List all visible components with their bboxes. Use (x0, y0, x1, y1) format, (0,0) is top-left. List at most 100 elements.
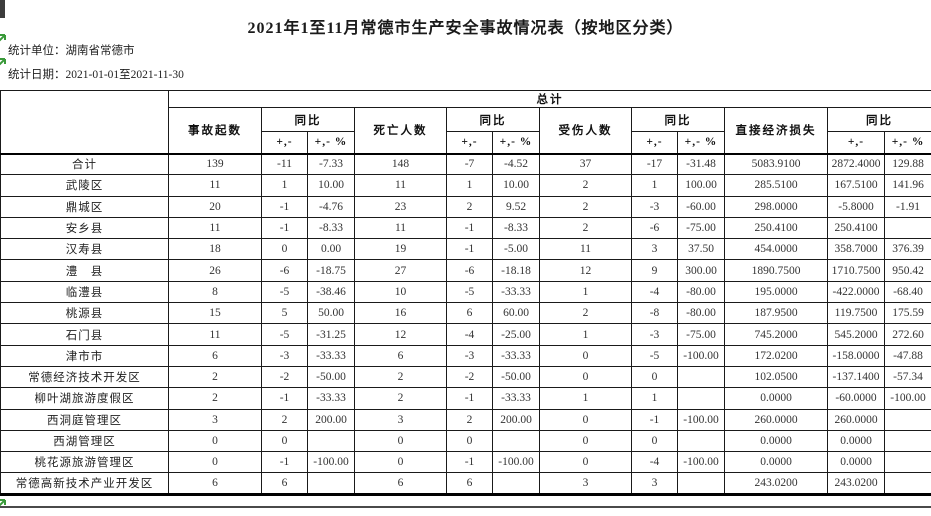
value-cell: 139 (169, 154, 262, 175)
region-cell: 安乡县 (1, 217, 169, 238)
value-cell (885, 409, 931, 430)
green-arrow-icon (0, 497, 8, 511)
value-cell: 0 (262, 430, 308, 451)
value-cell: 2 (447, 409, 493, 430)
value-cell: 1 (540, 388, 632, 409)
value-cell: -33.33 (308, 345, 355, 366)
value-cell: 6 (355, 345, 447, 366)
value-cell: -4 (447, 324, 493, 345)
value-cell: -33.33 (308, 388, 355, 409)
value-cell: -47.88 (885, 345, 931, 366)
region-cell: 武陵区 (1, 175, 169, 196)
value-cell: -3 (632, 196, 678, 217)
value-cell (678, 388, 725, 409)
value-cell: 10 (355, 281, 447, 302)
value-cell: 2 (355, 388, 447, 409)
value-cell: 2 (540, 303, 632, 324)
value-cell: -5.8000 (828, 196, 885, 217)
value-cell: 0 (169, 430, 262, 451)
value-cell: -6 (262, 260, 308, 281)
value-cell: 20 (169, 196, 262, 217)
value-cell: 10.00 (493, 175, 540, 196)
value-cell: 102.0500 (725, 366, 828, 387)
sub-header-abs: +,- (447, 132, 493, 154)
sub-header-abs: +,- (632, 132, 678, 154)
value-cell: -18.18 (493, 260, 540, 281)
value-cell: 950.42 (885, 260, 931, 281)
region-cell: 常德高新技术产业开发区 (1, 473, 169, 494)
col-header-accidents: 事故起数 (169, 108, 262, 154)
value-cell (308, 430, 355, 451)
value-cell (885, 452, 931, 473)
value-cell: 11 (355, 217, 447, 238)
value-cell: -5 (632, 345, 678, 366)
value-cell: -8 (632, 303, 678, 324)
value-cell: 11 (169, 175, 262, 196)
stats-unit-line: 统计单位：湖南省常德市 (8, 42, 135, 58)
value-cell: -137.1400 (828, 366, 885, 387)
value-cell: -7.33 (308, 154, 355, 175)
value-cell: 0 (355, 430, 447, 451)
value-cell: -1 (262, 196, 308, 217)
value-cell: 6 (169, 345, 262, 366)
col-header-yoy: 同比 (447, 108, 540, 132)
region-cell: 鼎城区 (1, 196, 169, 217)
value-cell: -18.75 (308, 260, 355, 281)
value-cell: -4 (632, 452, 678, 473)
value-cell: -60.00 (678, 196, 725, 217)
value-cell: -7 (447, 154, 493, 175)
value-cell: -5 (262, 281, 308, 302)
value-cell: 376.39 (885, 239, 931, 260)
value-cell (885, 430, 931, 451)
value-cell: 2 (540, 175, 632, 196)
value-cell: -100.00 (308, 452, 355, 473)
value-cell: 37.50 (678, 239, 725, 260)
value-cell: 6 (447, 303, 493, 324)
value-cell: 285.5100 (725, 175, 828, 196)
value-cell: -100.00 (678, 452, 725, 473)
value-cell: -31.48 (678, 154, 725, 175)
value-cell: 2 (169, 388, 262, 409)
value-cell: 3 (355, 409, 447, 430)
value-cell: 100.00 (678, 175, 725, 196)
value-cell (493, 473, 540, 494)
value-cell: 0.00 (308, 239, 355, 260)
value-cell: 129.88 (885, 154, 931, 175)
value-cell: 2 (169, 366, 262, 387)
value-cell: -60.0000 (828, 388, 885, 409)
value-cell: -75.00 (678, 324, 725, 345)
value-cell: 6 (169, 473, 262, 494)
value-cell: -57.34 (885, 366, 931, 387)
value-cell: -50.00 (308, 366, 355, 387)
value-cell: 0 (169, 452, 262, 473)
value-cell: 12 (540, 260, 632, 281)
value-cell: 19 (355, 239, 447, 260)
value-cell: 2 (447, 196, 493, 217)
value-cell: -4.76 (308, 196, 355, 217)
value-cell: 148 (355, 154, 447, 175)
green-arrow-icon (0, 56, 8, 70)
value-cell: -100.00 (678, 409, 725, 430)
value-cell: -100.00 (678, 345, 725, 366)
col-header-yoy: 同比 (632, 108, 725, 132)
value-cell: 8 (169, 281, 262, 302)
value-cell: 243.0200 (828, 473, 885, 494)
value-cell: 27 (355, 260, 447, 281)
value-cell: 1 (540, 324, 632, 345)
value-cell: 6 (262, 473, 308, 494)
value-cell: -31.25 (308, 324, 355, 345)
header-row-group: 总计 (1, 91, 931, 108)
value-cell: 1890.7500 (725, 260, 828, 281)
region-cell: 桃源县 (1, 303, 169, 324)
value-cell: 243.0200 (725, 473, 828, 494)
value-cell: 358.7000 (828, 239, 885, 260)
value-cell (885, 473, 931, 494)
